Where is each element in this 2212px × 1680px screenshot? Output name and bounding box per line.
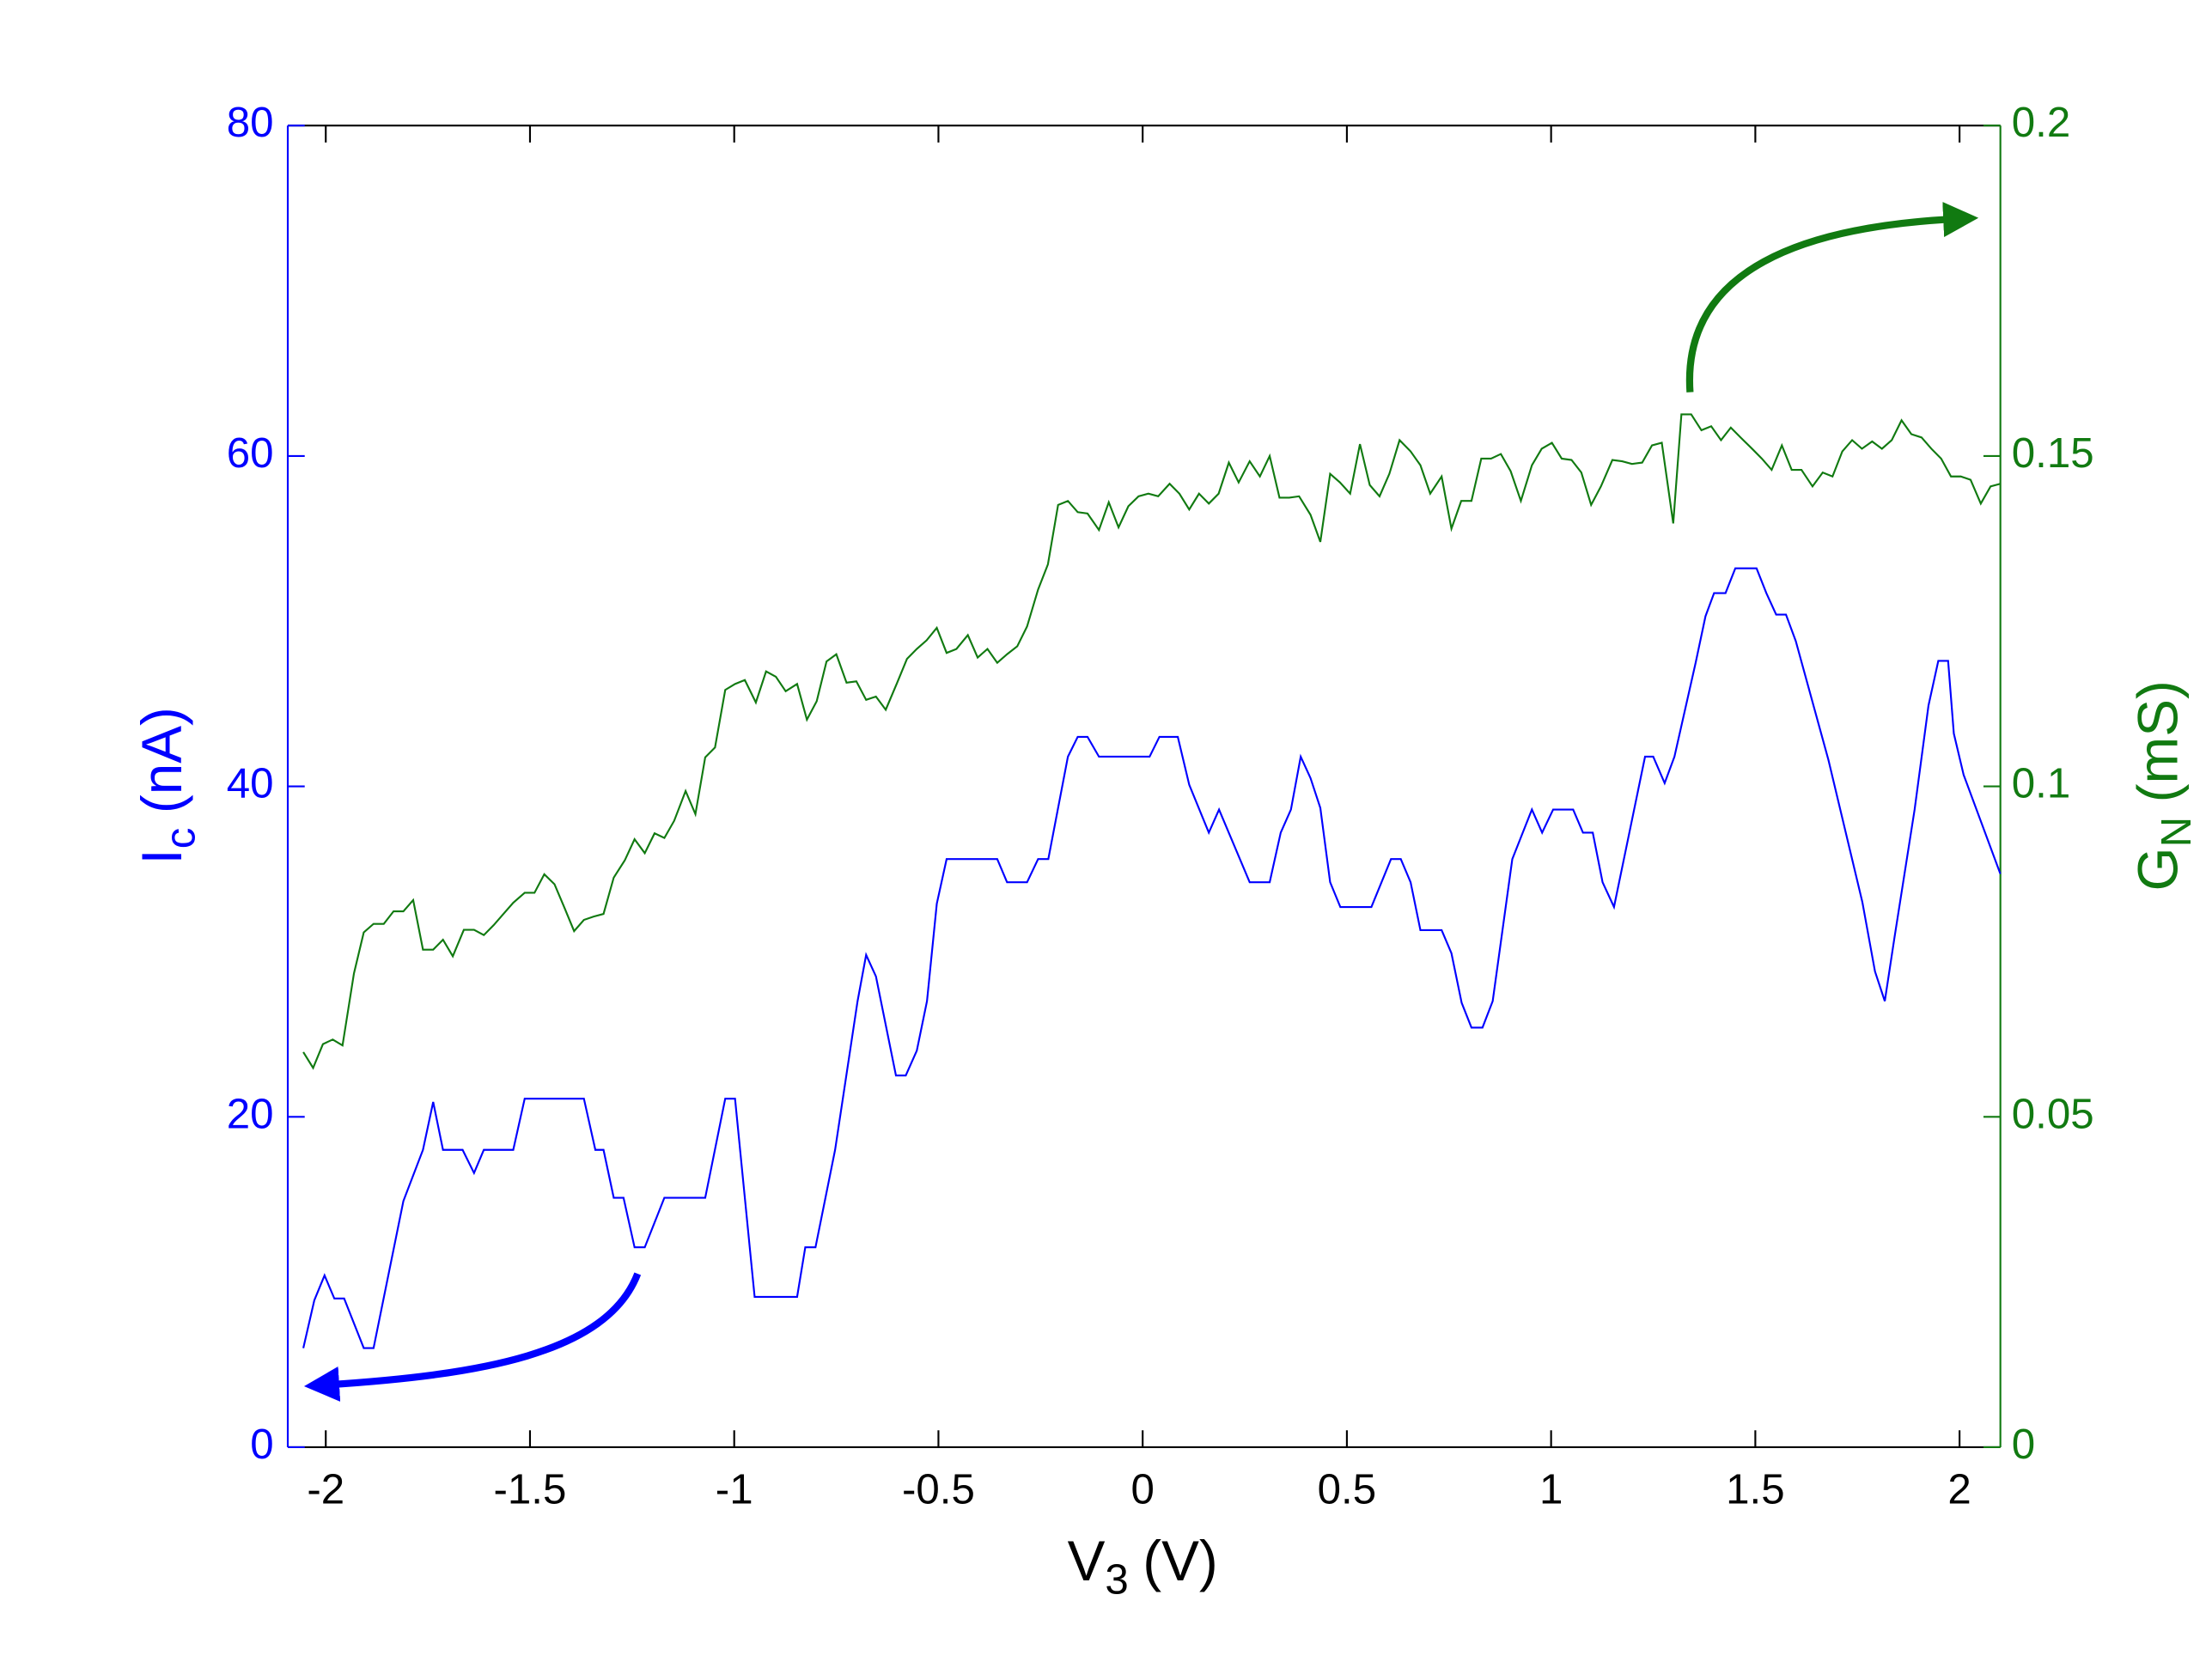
x-tick-label: 2	[1947, 1466, 1971, 1513]
y2-tick-label: 0	[2012, 1421, 2035, 1468]
y-tick-label: 40	[227, 760, 274, 807]
y2-axis-label: GN(mS)	[2127, 680, 2200, 891]
series-line	[302, 567, 2002, 1349]
x-tick-label: -0.5	[902, 1466, 975, 1513]
y2-tick-label: 0.1	[2012, 760, 2070, 807]
y-axis-label: Ic(nA)	[131, 707, 204, 864]
y2-tick-label: 0.2	[2012, 99, 2070, 146]
y-tick-label: 80	[227, 99, 274, 146]
arrow-right	[1685, 202, 1979, 393]
x-axis-label: V3 (V)	[1068, 1530, 1218, 1603]
y-tick-label: 0	[250, 1421, 273, 1468]
y-tick-label: 60	[227, 429, 274, 477]
x-tick-label: -1.5	[494, 1466, 567, 1513]
y2-tick-label: 0.15	[2012, 429, 2094, 477]
x-tick-label: 1.5	[1726, 1466, 1784, 1513]
x-tick-label: 1	[1539, 1466, 1563, 1513]
x-tick-label: 0.5	[1318, 1466, 1376, 1513]
x-tick-label: -1	[716, 1466, 753, 1513]
x-tick-label: -2	[307, 1466, 344, 1513]
x-tick-label: 0	[1130, 1466, 1154, 1513]
arrow-left	[303, 1272, 642, 1402]
y-tick-label: 20	[227, 1090, 274, 1137]
series-line	[302, 413, 2001, 1070]
y2-tick-label: 0.05	[2012, 1090, 2094, 1137]
